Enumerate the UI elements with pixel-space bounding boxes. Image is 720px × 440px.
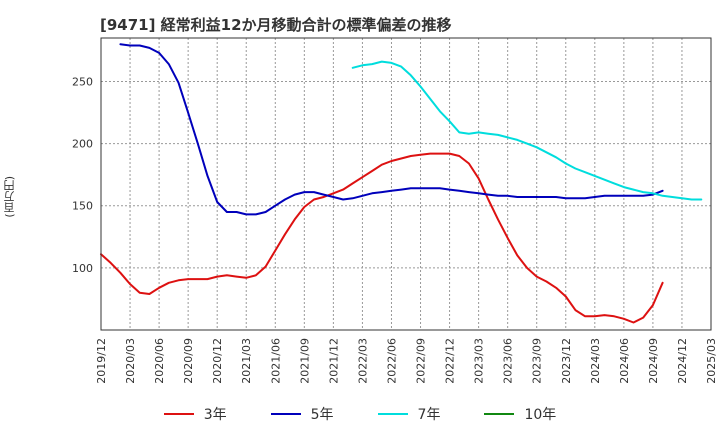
y-tick-label: 150 (72, 200, 93, 213)
y-tick-label: 250 (72, 75, 93, 88)
y-tick-label: 100 (72, 262, 93, 275)
series-line-5年 (119, 43, 664, 216)
legend-item: 7年 (377, 404, 441, 424)
x-tick-label: 2025/03 (705, 338, 718, 384)
legend-swatch (484, 413, 515, 415)
x-tick-label: 2022/12 (444, 338, 457, 384)
x-tick-label: 2022/06 (385, 338, 398, 384)
x-tick-label: 2023/09 (531, 338, 544, 384)
axis-labels: 100 150 200 250 2019/12 2020/03 2020/06 2020/09… (72, 75, 718, 383)
legend-label: 5年 (310, 407, 334, 423)
x-tick-label: 2024/06 (618, 338, 631, 384)
x-tick-label: 2024/12 (676, 338, 689, 384)
x-tick-label: 2021/06 (269, 338, 282, 384)
x-tick-label: 2023/12 (560, 338, 573, 384)
x-tick-label: 2021/03 (240, 338, 253, 384)
x-tick-label: 2024/09 (647, 338, 660, 384)
x-tick-label: 2023/03 (473, 338, 486, 384)
x-tick-label: 2022/09 (415, 338, 428, 384)
x-tick-label: 2020/12 (211, 338, 224, 384)
series-line-7年 (351, 60, 703, 201)
x-tick-label: 2020/03 (124, 338, 137, 384)
x-tick-label: 2024/03 (589, 338, 602, 384)
series-line-3年 (100, 152, 664, 324)
series-lines (100, 43, 703, 324)
grid-lines (101, 38, 711, 330)
x-tick-label: 2020/06 (153, 338, 166, 384)
x-tick-label: 2019/12 (95, 338, 108, 384)
x-tick-label: 2021/12 (327, 338, 340, 384)
legend-label: 3年 (203, 407, 227, 423)
x-tick-label: 2021/09 (298, 338, 311, 384)
legend-swatch (377, 413, 408, 415)
legend-item: 10年 (484, 404, 556, 424)
legend-swatch (270, 413, 301, 415)
chart-title: [9471] 経常利益12か月移動合計の標準偏差の推移 (100, 16, 452, 34)
legend-label: 7年 (417, 407, 441, 423)
plot-frame (100, 37, 712, 331)
legend-swatch (163, 413, 194, 415)
legend: 3年 5年 7年 10年 (0, 404, 720, 424)
legend-item: 5年 (270, 404, 334, 424)
x-tick-label: 2022/03 (356, 338, 369, 384)
y-tick-label: 200 (72, 138, 93, 151)
legend-label: 10年 (524, 407, 557, 423)
legend-item: 3年 (163, 404, 227, 424)
x-tick-label: 2023/06 (502, 338, 515, 384)
x-tick-label: 2020/09 (182, 338, 195, 384)
